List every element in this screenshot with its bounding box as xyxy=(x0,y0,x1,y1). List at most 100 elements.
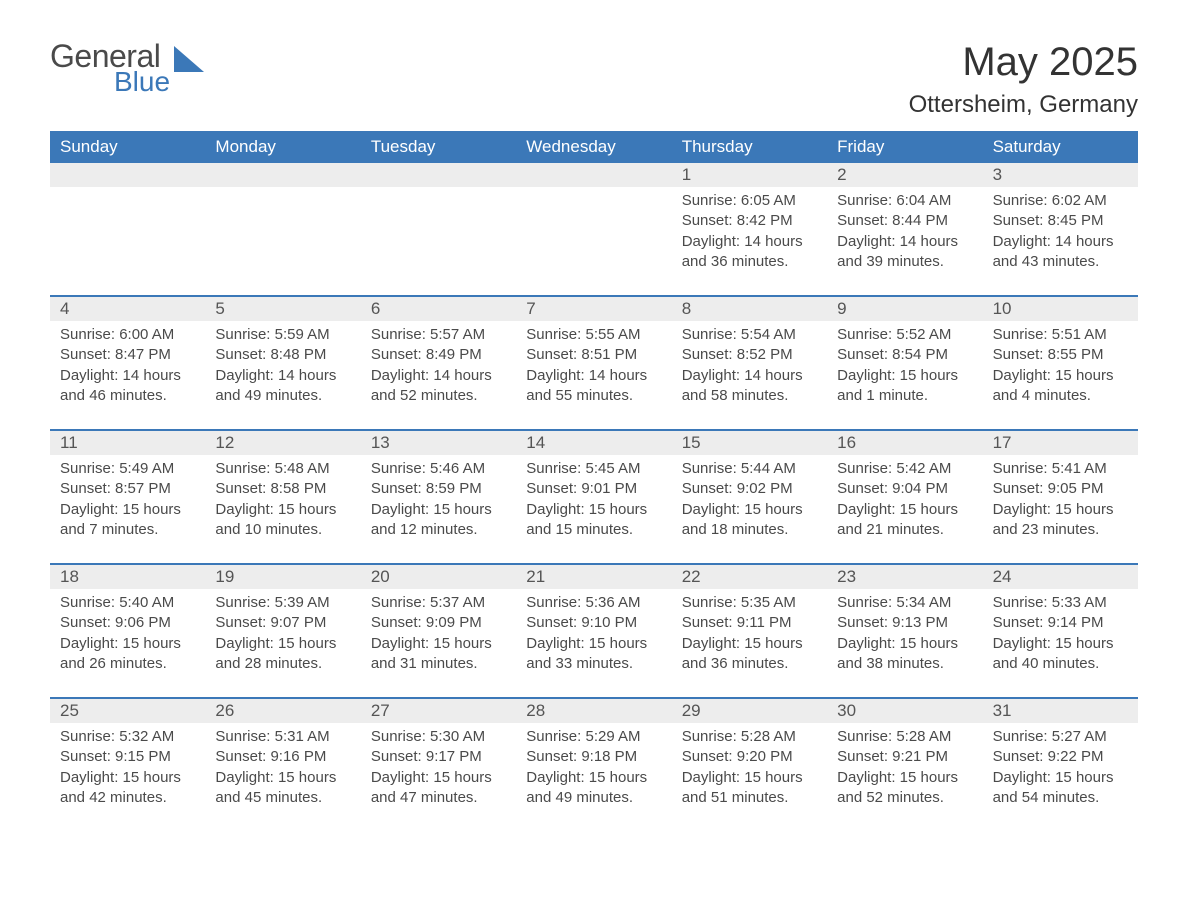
day-cell: 23Sunrise: 5:34 AMSunset: 9:13 PMDayligh… xyxy=(827,565,982,675)
sunrise-line: Sunrise: 5:44 AM xyxy=(682,459,817,479)
sunset-line: Sunset: 8:44 PM xyxy=(837,211,972,231)
day-number: 13 xyxy=(361,431,516,455)
day-cell: 8Sunrise: 5:54 AMSunset: 8:52 PMDaylight… xyxy=(672,297,827,407)
day-number: 3 xyxy=(983,163,1138,187)
day-details: Sunrise: 5:54 AMSunset: 8:52 PMDaylight:… xyxy=(672,321,827,406)
day-details: Sunrise: 5:55 AMSunset: 8:51 PMDaylight:… xyxy=(516,321,671,406)
logo-word-blue: Blue xyxy=(114,68,170,96)
week-row: 25Sunrise: 5:32 AMSunset: 9:15 PMDayligh… xyxy=(50,697,1138,809)
weekday-header-cell: Friday xyxy=(827,131,982,163)
weekday-header-cell: Sunday xyxy=(50,131,205,163)
day-cell-empty xyxy=(50,163,205,273)
day-cell-empty xyxy=(205,163,360,273)
day-details: Sunrise: 5:42 AMSunset: 9:04 PMDaylight:… xyxy=(827,455,982,540)
day-details: Sunrise: 5:32 AMSunset: 9:15 PMDaylight:… xyxy=(50,723,205,808)
day-details: Sunrise: 5:34 AMSunset: 9:13 PMDaylight:… xyxy=(827,589,982,674)
day-cell: 13Sunrise: 5:46 AMSunset: 8:59 PMDayligh… xyxy=(361,431,516,541)
daylight-line: Daylight: 15 hours and 47 minutes. xyxy=(371,768,506,809)
sunrise-line: Sunrise: 5:45 AM xyxy=(526,459,661,479)
day-number: 19 xyxy=(205,565,360,589)
weekday-header-cell: Saturday xyxy=(983,131,1138,163)
day-cell: 4Sunrise: 6:00 AMSunset: 8:47 PMDaylight… xyxy=(50,297,205,407)
day-cell: 19Sunrise: 5:39 AMSunset: 9:07 PMDayligh… xyxy=(205,565,360,675)
sunrise-line: Sunrise: 6:04 AM xyxy=(837,191,972,211)
day-details: Sunrise: 5:35 AMSunset: 9:11 PMDaylight:… xyxy=(672,589,827,674)
day-cell: 24Sunrise: 5:33 AMSunset: 9:14 PMDayligh… xyxy=(983,565,1138,675)
sunrise-line: Sunrise: 5:52 AM xyxy=(837,325,972,345)
day-number: 23 xyxy=(827,565,982,589)
day-number: 5 xyxy=(205,297,360,321)
day-details: Sunrise: 5:30 AMSunset: 9:17 PMDaylight:… xyxy=(361,723,516,808)
sunset-line: Sunset: 8:42 PM xyxy=(682,211,817,231)
sunrise-line: Sunrise: 5:28 AM xyxy=(837,727,972,747)
day-details: Sunrise: 5:51 AMSunset: 8:55 PMDaylight:… xyxy=(983,321,1138,406)
daylight-line: Daylight: 15 hours and 1 minute. xyxy=(837,366,972,407)
day-number: 12 xyxy=(205,431,360,455)
sunset-line: Sunset: 9:11 PM xyxy=(682,613,817,633)
day-details: Sunrise: 5:44 AMSunset: 9:02 PMDaylight:… xyxy=(672,455,827,540)
sunset-line: Sunset: 9:07 PM xyxy=(215,613,350,633)
day-number: 9 xyxy=(827,297,982,321)
daylight-line: Daylight: 14 hours and 52 minutes. xyxy=(371,366,506,407)
sunset-line: Sunset: 9:09 PM xyxy=(371,613,506,633)
day-cell: 14Sunrise: 5:45 AMSunset: 9:01 PMDayligh… xyxy=(516,431,671,541)
sunrise-line: Sunrise: 5:29 AM xyxy=(526,727,661,747)
daylight-line: Daylight: 15 hours and 40 minutes. xyxy=(993,634,1128,675)
daylight-line: Daylight: 15 hours and 51 minutes. xyxy=(682,768,817,809)
day-cell: 12Sunrise: 5:48 AMSunset: 8:58 PMDayligh… xyxy=(205,431,360,541)
day-details: Sunrise: 5:28 AMSunset: 9:20 PMDaylight:… xyxy=(672,723,827,808)
sunset-line: Sunset: 9:05 PM xyxy=(993,479,1128,499)
day-number: 25 xyxy=(50,699,205,723)
day-details: Sunrise: 6:05 AMSunset: 8:42 PMDaylight:… xyxy=(672,187,827,272)
day-cell: 26Sunrise: 5:31 AMSunset: 9:16 PMDayligh… xyxy=(205,699,360,809)
day-number: 10 xyxy=(983,297,1138,321)
daylight-line: Daylight: 15 hours and 45 minutes. xyxy=(215,768,350,809)
daylight-line: Daylight: 15 hours and 18 minutes. xyxy=(682,500,817,541)
day-details: Sunrise: 5:57 AMSunset: 8:49 PMDaylight:… xyxy=(361,321,516,406)
sunrise-line: Sunrise: 6:00 AM xyxy=(60,325,195,345)
day-details: Sunrise: 6:00 AMSunset: 8:47 PMDaylight:… xyxy=(50,321,205,406)
logo: General Blue xyxy=(50,40,204,96)
sunset-line: Sunset: 9:13 PM xyxy=(837,613,972,633)
sunrise-line: Sunrise: 5:48 AM xyxy=(215,459,350,479)
daylight-line: Daylight: 15 hours and 54 minutes. xyxy=(993,768,1128,809)
sunrise-line: Sunrise: 5:49 AM xyxy=(60,459,195,479)
sunset-line: Sunset: 9:06 PM xyxy=(60,613,195,633)
day-cell: 5Sunrise: 5:59 AMSunset: 8:48 PMDaylight… xyxy=(205,297,360,407)
day-cell: 2Sunrise: 6:04 AMSunset: 8:44 PMDaylight… xyxy=(827,163,982,273)
day-number: 22 xyxy=(672,565,827,589)
day-cell-empty xyxy=(361,163,516,273)
weekday-header-row: SundayMondayTuesdayWednesdayThursdayFrid… xyxy=(50,131,1138,163)
daylight-line: Daylight: 15 hours and 10 minutes. xyxy=(215,500,350,541)
sunset-line: Sunset: 9:14 PM xyxy=(993,613,1128,633)
weekday-header-cell: Monday xyxy=(205,131,360,163)
day-cell: 20Sunrise: 5:37 AMSunset: 9:09 PMDayligh… xyxy=(361,565,516,675)
sunrise-line: Sunrise: 5:40 AM xyxy=(60,593,195,613)
sunset-line: Sunset: 8:59 PM xyxy=(371,479,506,499)
day-details: Sunrise: 5:40 AMSunset: 9:06 PMDaylight:… xyxy=(50,589,205,674)
day-details: Sunrise: 6:04 AMSunset: 8:44 PMDaylight:… xyxy=(827,187,982,272)
day-details: Sunrise: 6:02 AMSunset: 8:45 PMDaylight:… xyxy=(983,187,1138,272)
day-cell: 22Sunrise: 5:35 AMSunset: 9:11 PMDayligh… xyxy=(672,565,827,675)
day-number: 16 xyxy=(827,431,982,455)
day-details: Sunrise: 5:49 AMSunset: 8:57 PMDaylight:… xyxy=(50,455,205,540)
day-cell: 29Sunrise: 5:28 AMSunset: 9:20 PMDayligh… xyxy=(672,699,827,809)
week-row: 18Sunrise: 5:40 AMSunset: 9:06 PMDayligh… xyxy=(50,563,1138,675)
daylight-line: Daylight: 15 hours and 49 minutes. xyxy=(526,768,661,809)
sunrise-line: Sunrise: 6:02 AM xyxy=(993,191,1128,211)
sunrise-line: Sunrise: 5:54 AM xyxy=(682,325,817,345)
sunrise-line: Sunrise: 5:36 AM xyxy=(526,593,661,613)
sunset-line: Sunset: 9:18 PM xyxy=(526,747,661,767)
sunrise-line: Sunrise: 5:55 AM xyxy=(526,325,661,345)
daylight-line: Daylight: 15 hours and 12 minutes. xyxy=(371,500,506,541)
sunrise-line: Sunrise: 5:32 AM xyxy=(60,727,195,747)
day-number: 7 xyxy=(516,297,671,321)
day-number: 14 xyxy=(516,431,671,455)
sunrise-line: Sunrise: 5:39 AM xyxy=(215,593,350,613)
daylight-line: Daylight: 15 hours and 4 minutes. xyxy=(993,366,1128,407)
day-details: Sunrise: 5:48 AMSunset: 8:58 PMDaylight:… xyxy=(205,455,360,540)
weekday-header-cell: Wednesday xyxy=(516,131,671,163)
day-details: Sunrise: 5:39 AMSunset: 9:07 PMDaylight:… xyxy=(205,589,360,674)
day-cell: 21Sunrise: 5:36 AMSunset: 9:10 PMDayligh… xyxy=(516,565,671,675)
day-number: 24 xyxy=(983,565,1138,589)
